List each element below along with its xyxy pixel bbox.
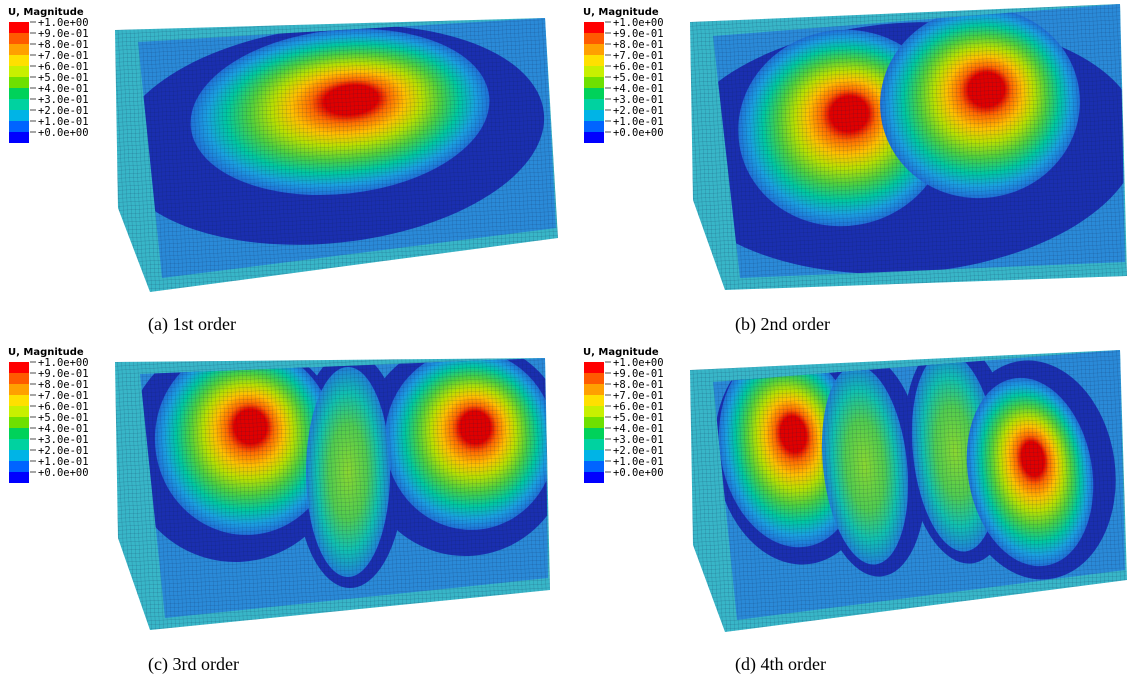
legend-swatch xyxy=(9,77,29,88)
legend-swatch xyxy=(584,395,604,406)
legend-swatch xyxy=(9,33,29,44)
legend-swatch xyxy=(9,121,29,132)
legend-swatch xyxy=(584,417,604,428)
panel: U, Magnitude+1.0e+00+9.0e-01+8.0e-01+7.0… xyxy=(8,331,577,676)
legend-swatch xyxy=(584,110,604,121)
figure: U, Magnitude+1.0e+00+9.0e-01+8.0e-01+7.0… xyxy=(0,0,1135,682)
legend-label: +0.0e+00 xyxy=(38,467,89,479)
legend-swatch xyxy=(9,406,29,417)
legend-swatch xyxy=(9,384,29,395)
legend-label: +0.0e+00 xyxy=(38,127,89,139)
legend-swatch xyxy=(9,417,29,428)
legend-swatch xyxy=(584,55,604,66)
legend-swatch xyxy=(9,395,29,406)
legend-swatch xyxy=(584,88,604,99)
legend-swatch xyxy=(9,450,29,461)
legend-swatch xyxy=(9,44,29,55)
legend-swatch xyxy=(9,55,29,66)
legend-swatch xyxy=(584,472,604,483)
legend-swatch xyxy=(584,362,604,373)
caption: (a) 1st order xyxy=(148,314,236,335)
legend-swatch xyxy=(9,88,29,99)
mesh xyxy=(115,18,558,292)
legend-swatch xyxy=(9,132,29,143)
legend-swatch xyxy=(584,99,604,110)
legend-swatch xyxy=(584,66,604,77)
legend-swatch xyxy=(9,110,29,121)
legend-swatch xyxy=(584,22,604,33)
legend-swatch xyxy=(9,472,29,483)
panel: U, Magnitude+1.0e+00+9.0e-01+8.0e-01+7.0… xyxy=(8,5,558,335)
legend-swatch xyxy=(9,66,29,77)
mesh xyxy=(690,350,1127,632)
legend-swatch xyxy=(584,33,604,44)
legend-label: +0.0e+00 xyxy=(613,467,664,479)
legend-swatch xyxy=(9,99,29,110)
mesh xyxy=(115,358,550,630)
legend-swatch xyxy=(584,77,604,88)
legend-swatch xyxy=(584,384,604,395)
legend-swatch xyxy=(9,439,29,450)
legend-swatch xyxy=(584,44,604,55)
legend-swatch xyxy=(584,461,604,472)
legend-swatch xyxy=(584,428,604,439)
legend-swatch xyxy=(9,362,29,373)
mesh xyxy=(690,4,1127,290)
caption: (c) 3rd order xyxy=(148,654,239,675)
legend-swatch xyxy=(584,439,604,450)
caption: (b) 2nd order xyxy=(735,314,830,335)
panel: U, Magnitude+1.0e+00+9.0e-01+8.0e-01+7.0… xyxy=(583,0,1135,335)
legend-swatch xyxy=(9,461,29,472)
legend-label: +0.0e+00 xyxy=(613,127,664,139)
legend-swatch xyxy=(584,373,604,384)
panel: U, Magnitude+1.0e+00+9.0e-01+8.0e-01+7.0… xyxy=(583,335,1130,675)
legend-swatch xyxy=(9,428,29,439)
legend-swatch xyxy=(584,406,604,417)
legend-swatch xyxy=(584,450,604,461)
legend-swatch xyxy=(9,373,29,384)
legend-swatch xyxy=(584,132,604,143)
legend-swatch xyxy=(9,22,29,33)
legend-swatch xyxy=(584,121,604,132)
caption: (d) 4th order xyxy=(735,654,826,675)
